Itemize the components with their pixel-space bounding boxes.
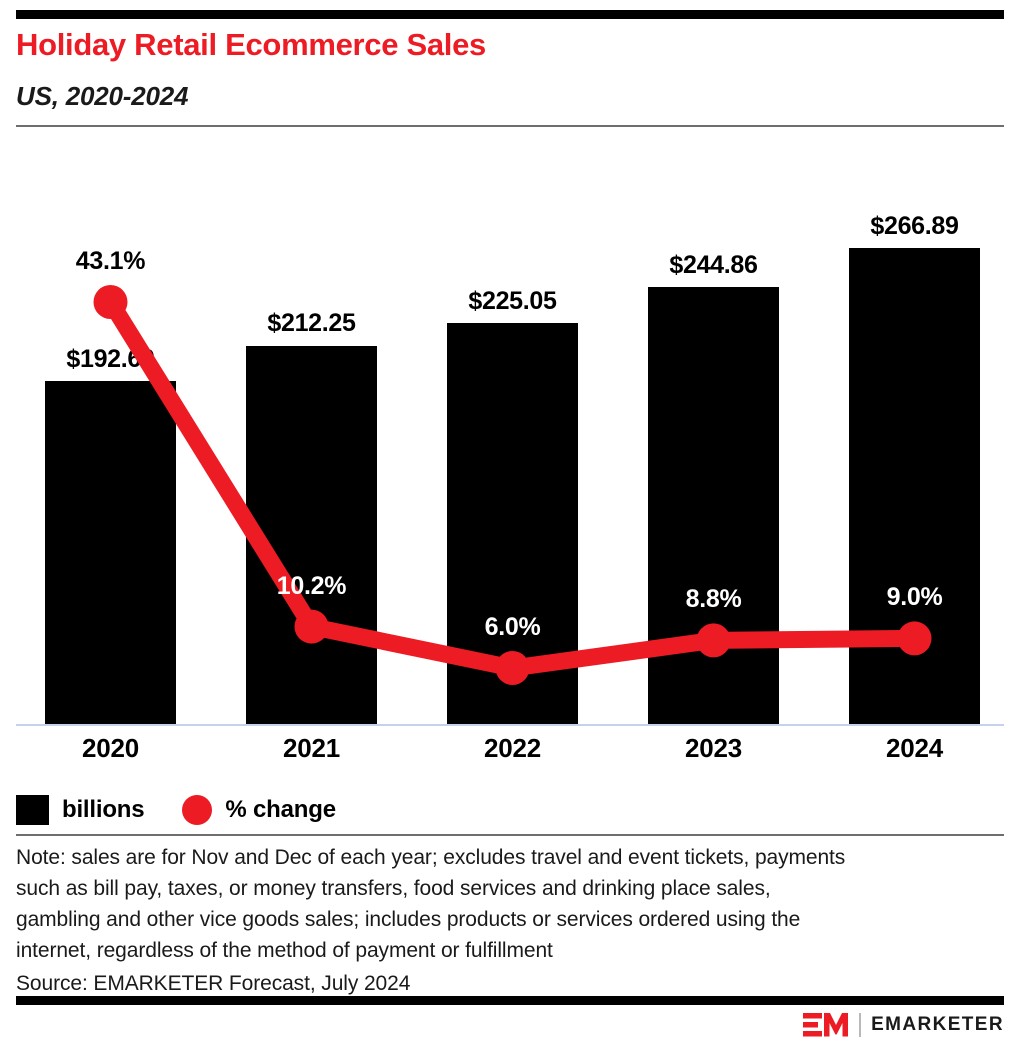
x-axis-label-2022: 2022 bbox=[483, 733, 542, 763]
x-axis-labels: 2020 2021 2022 2023 2024 bbox=[0, 733, 1020, 773]
bar-2020 bbox=[45, 380, 176, 724]
page-subtitle: US, 2020-2024 bbox=[16, 81, 189, 111]
percent-label-2023: 8.8% bbox=[685, 585, 742, 614]
note-line-2: such as bill pay, taxes, or money transf… bbox=[16, 877, 771, 900]
em-monogram-icon bbox=[803, 1013, 849, 1037]
x-axis-label-2020: 2020 bbox=[81, 733, 140, 763]
x-axis-label-2024: 2024 bbox=[885, 733, 944, 763]
legend-label-percent-change: % change bbox=[225, 796, 336, 823]
legend-square-icon bbox=[16, 795, 49, 825]
bar-2023 bbox=[648, 287, 779, 724]
top-rule bbox=[16, 10, 1004, 19]
legend-item-percent-change[interactable]: % change bbox=[182, 795, 336, 825]
chart-legend: billions % change bbox=[16, 791, 374, 829]
logo-divider bbox=[859, 1013, 862, 1037]
percent-label-2021: 10.2% bbox=[276, 571, 347, 600]
bottom-rule bbox=[16, 996, 1004, 1005]
legend-item-billions[interactable]: billions bbox=[16, 795, 145, 825]
note-line-1: Note: sales are for Nov and Dec of each … bbox=[16, 846, 846, 869]
bar-2022 bbox=[447, 322, 578, 724]
percent-label-2024: 9.0% bbox=[886, 583, 943, 612]
note-line-4: internet, regardless of the method of pa… bbox=[16, 939, 553, 962]
percent-label-2022: 6.0% bbox=[484, 613, 541, 641]
x-axis-label-2023: 2023 bbox=[684, 733, 743, 763]
legend-label-billions: billions bbox=[62, 796, 145, 823]
source-line: Source: EMARKETER Forecast, July 2024 bbox=[16, 972, 411, 995]
bar-value-label-2023: $244.86 bbox=[669, 251, 758, 280]
emarketer-logo[interactable]: EMARKETER bbox=[803, 1011, 1004, 1039]
x-axis-label-2021: 2021 bbox=[282, 733, 341, 763]
logo-wordmark: EMARKETER bbox=[871, 1014, 1004, 1035]
chart-plot-area: $192.60 $212.25 $225.05 $244.86 $266.89 43.1… bbox=[0, 135, 1020, 727]
legend-divider bbox=[16, 834, 1004, 836]
bar-value-label-2021: $212.25 bbox=[267, 309, 356, 338]
bar-2024 bbox=[849, 248, 980, 724]
bar-value-label-2024: $266.89 bbox=[870, 212, 959, 241]
data-point-2020 bbox=[93, 285, 128, 319]
x-axis-line bbox=[16, 724, 1004, 726]
legend-circle-icon bbox=[182, 795, 213, 825]
bar-value-label-2020: $192.60 bbox=[66, 344, 155, 373]
bar-value-label-2022: $225.05 bbox=[468, 286, 557, 315]
page-title: Holiday Retail Ecommerce Sales bbox=[16, 27, 487, 62]
note-line-3: gambling and other vice goods sales; inc… bbox=[16, 908, 801, 931]
percent-label-2020: 43.1% bbox=[75, 247, 146, 275]
footnotes: Note: sales are for Nov and Dec of each … bbox=[16, 842, 976, 999]
bar-2021 bbox=[246, 345, 377, 724]
header-divider bbox=[16, 125, 1004, 127]
